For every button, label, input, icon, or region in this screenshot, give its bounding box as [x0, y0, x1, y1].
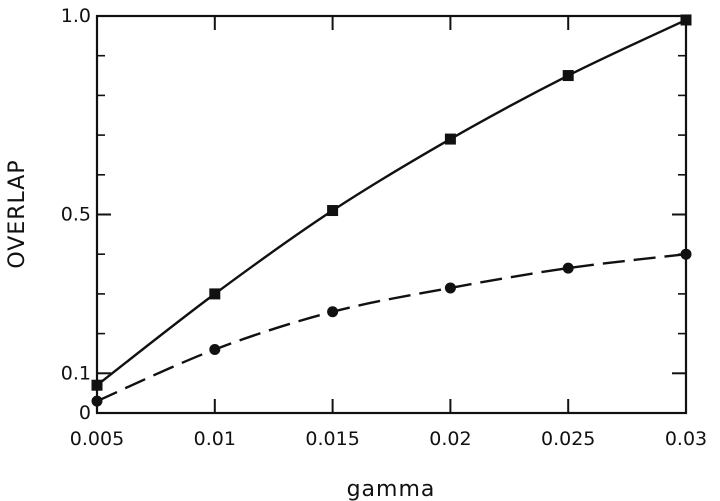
- plot-frame: [95, 14, 688, 415]
- series-1-point: [327, 205, 339, 217]
- x-tick-label: 0.03: [665, 428, 707, 450]
- series-2-point: [91, 395, 103, 407]
- series-1-point: [91, 379, 103, 391]
- series-line-2: [96, 253, 687, 403]
- series-2-point: [209, 343, 221, 355]
- y-tick-label: 1.0: [61, 5, 91, 27]
- series-1-point: [680, 14, 692, 26]
- y-axis-label: OVERLAP: [5, 159, 30, 268]
- y-tick-label: 0.5: [61, 204, 91, 226]
- series-1-point: [444, 133, 456, 145]
- x-axis-ticks: 0.005 0.01 0.015 0.02 0.025 0.03: [70, 16, 707, 450]
- series-1-point: [562, 70, 574, 82]
- y-tick-label: 0: [79, 402, 91, 424]
- y-axis-ticks: 0 0.1 0.5 1.0: [61, 5, 686, 424]
- x-axis-label: gamma: [347, 477, 436, 501]
- series-1-point: [209, 288, 221, 300]
- x-tick-label: 0.025: [541, 428, 595, 450]
- series-2-point: [444, 282, 456, 294]
- series-2-point: [562, 262, 574, 274]
- series-2-point: [327, 306, 339, 318]
- x-tick-label: 0.005: [70, 428, 124, 450]
- series-layer: [91, 14, 692, 407]
- x-tick-label: 0.01: [194, 428, 236, 450]
- series-2-point: [680, 248, 692, 260]
- y-tick-label: 0.1: [61, 362, 91, 384]
- series-line-1: [96, 18, 687, 387]
- x-tick-label: 0.015: [305, 428, 359, 450]
- x-tick-label: 0.02: [429, 428, 471, 450]
